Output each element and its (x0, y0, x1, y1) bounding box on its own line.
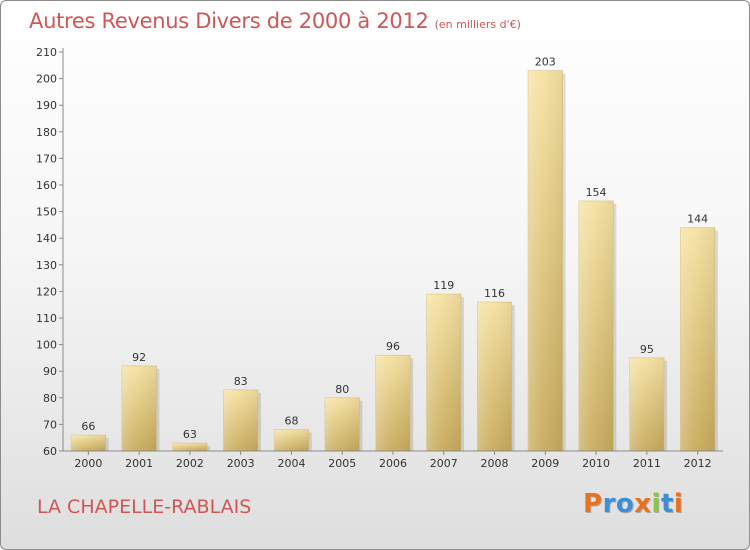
bar-highlight (172, 443, 208, 451)
y-tick-label: 120 (36, 285, 57, 298)
chart-subtitle: (en milliers d'€) (434, 18, 521, 31)
bar-highlight (375, 355, 411, 451)
bar-group: 116 (476, 287, 515, 452)
x-tick-label: 2010 (582, 457, 610, 470)
bar-highlight (426, 294, 462, 451)
bar-group: 80 (324, 383, 363, 452)
y-tick-label: 160 (36, 179, 57, 192)
x-tick-label: 2003 (227, 457, 255, 470)
data-label: 68 (284, 415, 298, 428)
bar-group: 154 (578, 186, 617, 452)
bar-group: 203 (527, 56, 566, 452)
y-tick-label: 190 (36, 99, 57, 112)
bar-group: 63 (172, 428, 211, 452)
data-label: 92 (132, 351, 146, 364)
bar-group: 68 (273, 415, 312, 452)
x-tick-label: 2001 (125, 457, 153, 470)
bar-group: 119 (426, 279, 465, 452)
x-tick-label: 2004 (277, 457, 305, 470)
data-label: 63 (183, 428, 197, 441)
data-label: 119 (433, 279, 454, 292)
y-tick-label: 100 (36, 339, 57, 352)
bar-group: 92 (121, 351, 160, 452)
bar-group: 66 (70, 420, 109, 452)
bar-highlight (578, 200, 614, 451)
bar-highlight (477, 302, 512, 451)
x-tick-label: 2005 (328, 457, 356, 470)
bar-highlight (324, 397, 360, 451)
data-label: 144 (687, 213, 708, 226)
y-tick-label: 180 (36, 126, 57, 139)
x-tick-label: 2000 (74, 457, 102, 470)
x-tick-label: 2009 (531, 457, 559, 470)
bar-highlight (121, 365, 157, 451)
x-tick-label: 2008 (481, 457, 509, 470)
y-tick-label: 70 (43, 418, 57, 431)
x-tick-label: 2007 (430, 457, 458, 470)
data-label: 154 (586, 186, 607, 199)
bar-highlight (274, 429, 309, 451)
logo-letter: r (602, 489, 616, 519)
x-tick-label: 2012 (684, 457, 712, 470)
y-tick-label: 200 (36, 73, 57, 86)
logo-letter: i (673, 489, 684, 519)
bar-highlight (71, 435, 106, 451)
data-label: 96 (386, 340, 400, 353)
data-label: 203 (535, 56, 556, 69)
y-axis: 60 70 80 90 100 110 120 130 140 150 160 170 180 190 20… (36, 46, 64, 458)
y-tick-label: 130 (36, 259, 57, 272)
place-name: LA CHAPELLE-RABLAIS (37, 496, 252, 518)
logo-letter: x (634, 489, 652, 519)
y-tick-label: 80 (43, 392, 57, 405)
data-label: 83 (234, 375, 248, 388)
y-tick-label: 90 (43, 365, 57, 378)
x-tick-label: 2006 (379, 457, 407, 470)
y-tick-label: 170 (36, 152, 57, 165)
bars: 66 92 63 83 68 80 96 119 116 203 154 95 144 (70, 56, 718, 452)
logo-letter: i (651, 489, 661, 519)
y-tick-label: 140 (36, 232, 57, 245)
chart-title-text: Autres Revenus Divers de 2000 à 2012 (29, 9, 429, 33)
y-tick-label: 110 (36, 312, 57, 325)
data-label: 95 (640, 343, 654, 356)
data-label: 80 (335, 383, 349, 396)
x-tick-label: 2002 (176, 457, 204, 470)
bar-highlight (528, 70, 563, 452)
proxiti-logo[interactable]: Proxiti (583, 489, 683, 519)
data-label: 116 (484, 287, 505, 300)
bar-highlight (223, 389, 258, 451)
bar-group: 144 (680, 213, 718, 452)
logo-letter: o (615, 489, 635, 519)
bar-group: 95 (629, 343, 668, 452)
y-tick-label: 60 (43, 445, 57, 458)
y-tick-label: 210 (36, 46, 57, 59)
logo-letter: t (660, 489, 674, 519)
x-tick-label: 2011 (633, 457, 661, 470)
data-label: 66 (81, 420, 95, 433)
y-tick-label: 150 (36, 206, 57, 219)
logo-letter: P (583, 489, 603, 519)
bar-group: 83 (223, 375, 261, 452)
bar-highlight (680, 227, 715, 451)
bar-group: 96 (375, 340, 414, 452)
chart-title: Autres Revenus Divers de 2000 à 2012 (en … (29, 9, 521, 33)
bar-highlight (629, 357, 665, 451)
x-axis: 2000 2001 2002 2003 2004 2005 2006 2007 2008 2009… (63, 450, 723, 470)
